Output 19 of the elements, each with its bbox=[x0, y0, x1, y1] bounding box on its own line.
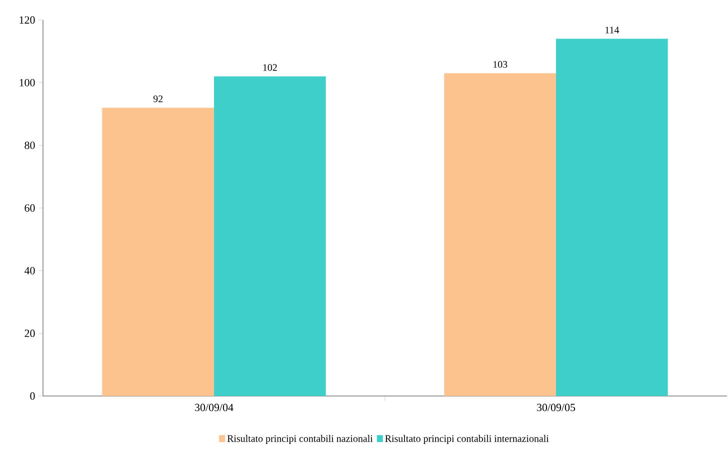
legend-label: Risultato principi contabili nazionali bbox=[227, 434, 373, 444]
data-label: 103 bbox=[493, 61, 508, 68]
y-tick-label: 20 bbox=[24, 330, 35, 338]
y-tick-label: 0 bbox=[30, 392, 35, 400]
legend-label: Risultato principi contabili internazionali bbox=[385, 434, 549, 444]
y-tick-label: 100 bbox=[20, 78, 35, 86]
y-tick-label: 60 bbox=[24, 204, 35, 212]
x-tick-label: 30/09/05 bbox=[537, 404, 576, 412]
bar bbox=[444, 73, 556, 396]
y-tick-label: 40 bbox=[24, 266, 35, 274]
data-label: 102 bbox=[263, 64, 277, 71]
data-label: 92 bbox=[153, 96, 163, 102]
bar bbox=[556, 38, 668, 396]
bar bbox=[102, 108, 214, 396]
x-tick-label: 30/09/04 bbox=[195, 404, 234, 412]
y-tick-label: 80 bbox=[24, 142, 35, 150]
data-label: 114 bbox=[606, 26, 620, 34]
y-tick-label: 120 bbox=[20, 16, 35, 24]
bar bbox=[214, 76, 326, 396]
